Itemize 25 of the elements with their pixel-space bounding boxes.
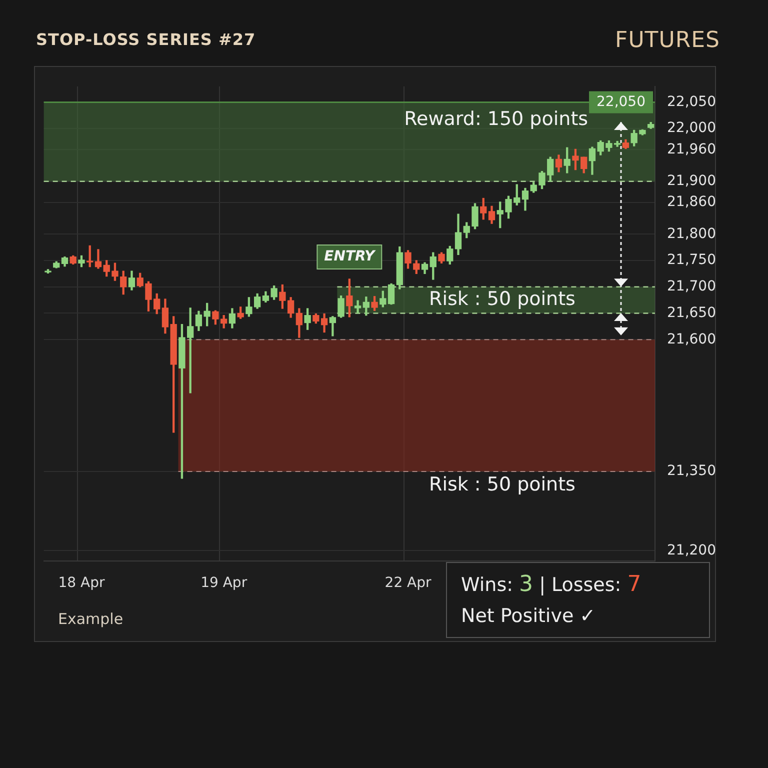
band-label: Risk : 50 points (428, 288, 576, 310)
text: Net Positive ✓ (461, 604, 597, 629)
ref-line-label: 22,050 (596, 94, 646, 110)
y-tick-label: 21,700 (667, 278, 716, 295)
text: Wins: 3 | Losses: 7 (461, 572, 642, 597)
y-tick-label: 21,860 (667, 194, 716, 210)
y-tick-label: 21,800 (667, 226, 716, 242)
annotation: ENTRY (324, 248, 377, 265)
y-tick-label: 21,650 (667, 304, 716, 321)
y-tick-label: 22,000 (667, 120, 716, 136)
x-tick-label: 22 Apr (384, 575, 432, 592)
y-tick-label: 21,600 (667, 331, 716, 348)
band-label: Reward: 150 points (404, 108, 588, 130)
chart-subtitle: FUTURES (615, 28, 720, 53)
text: Example (58, 610, 124, 628)
y-tick-label: 22,050 (667, 94, 716, 110)
y-tick-label: 21,350 (667, 463, 716, 480)
x-tick-label: 19 Apr (200, 575, 248, 592)
y-tick-label: 21,750 (667, 252, 716, 268)
x-tick-label: 18 Apr (58, 575, 105, 592)
y-tick-label: 21,960 (667, 141, 716, 158)
y-tick-label: 21,900 (667, 173, 716, 189)
chart-title: STOP-LOSS SERIES #27 (36, 30, 256, 49)
band-label: Risk : 50 points (428, 473, 576, 496)
y-tick-label: 21,200 (667, 542, 716, 558)
